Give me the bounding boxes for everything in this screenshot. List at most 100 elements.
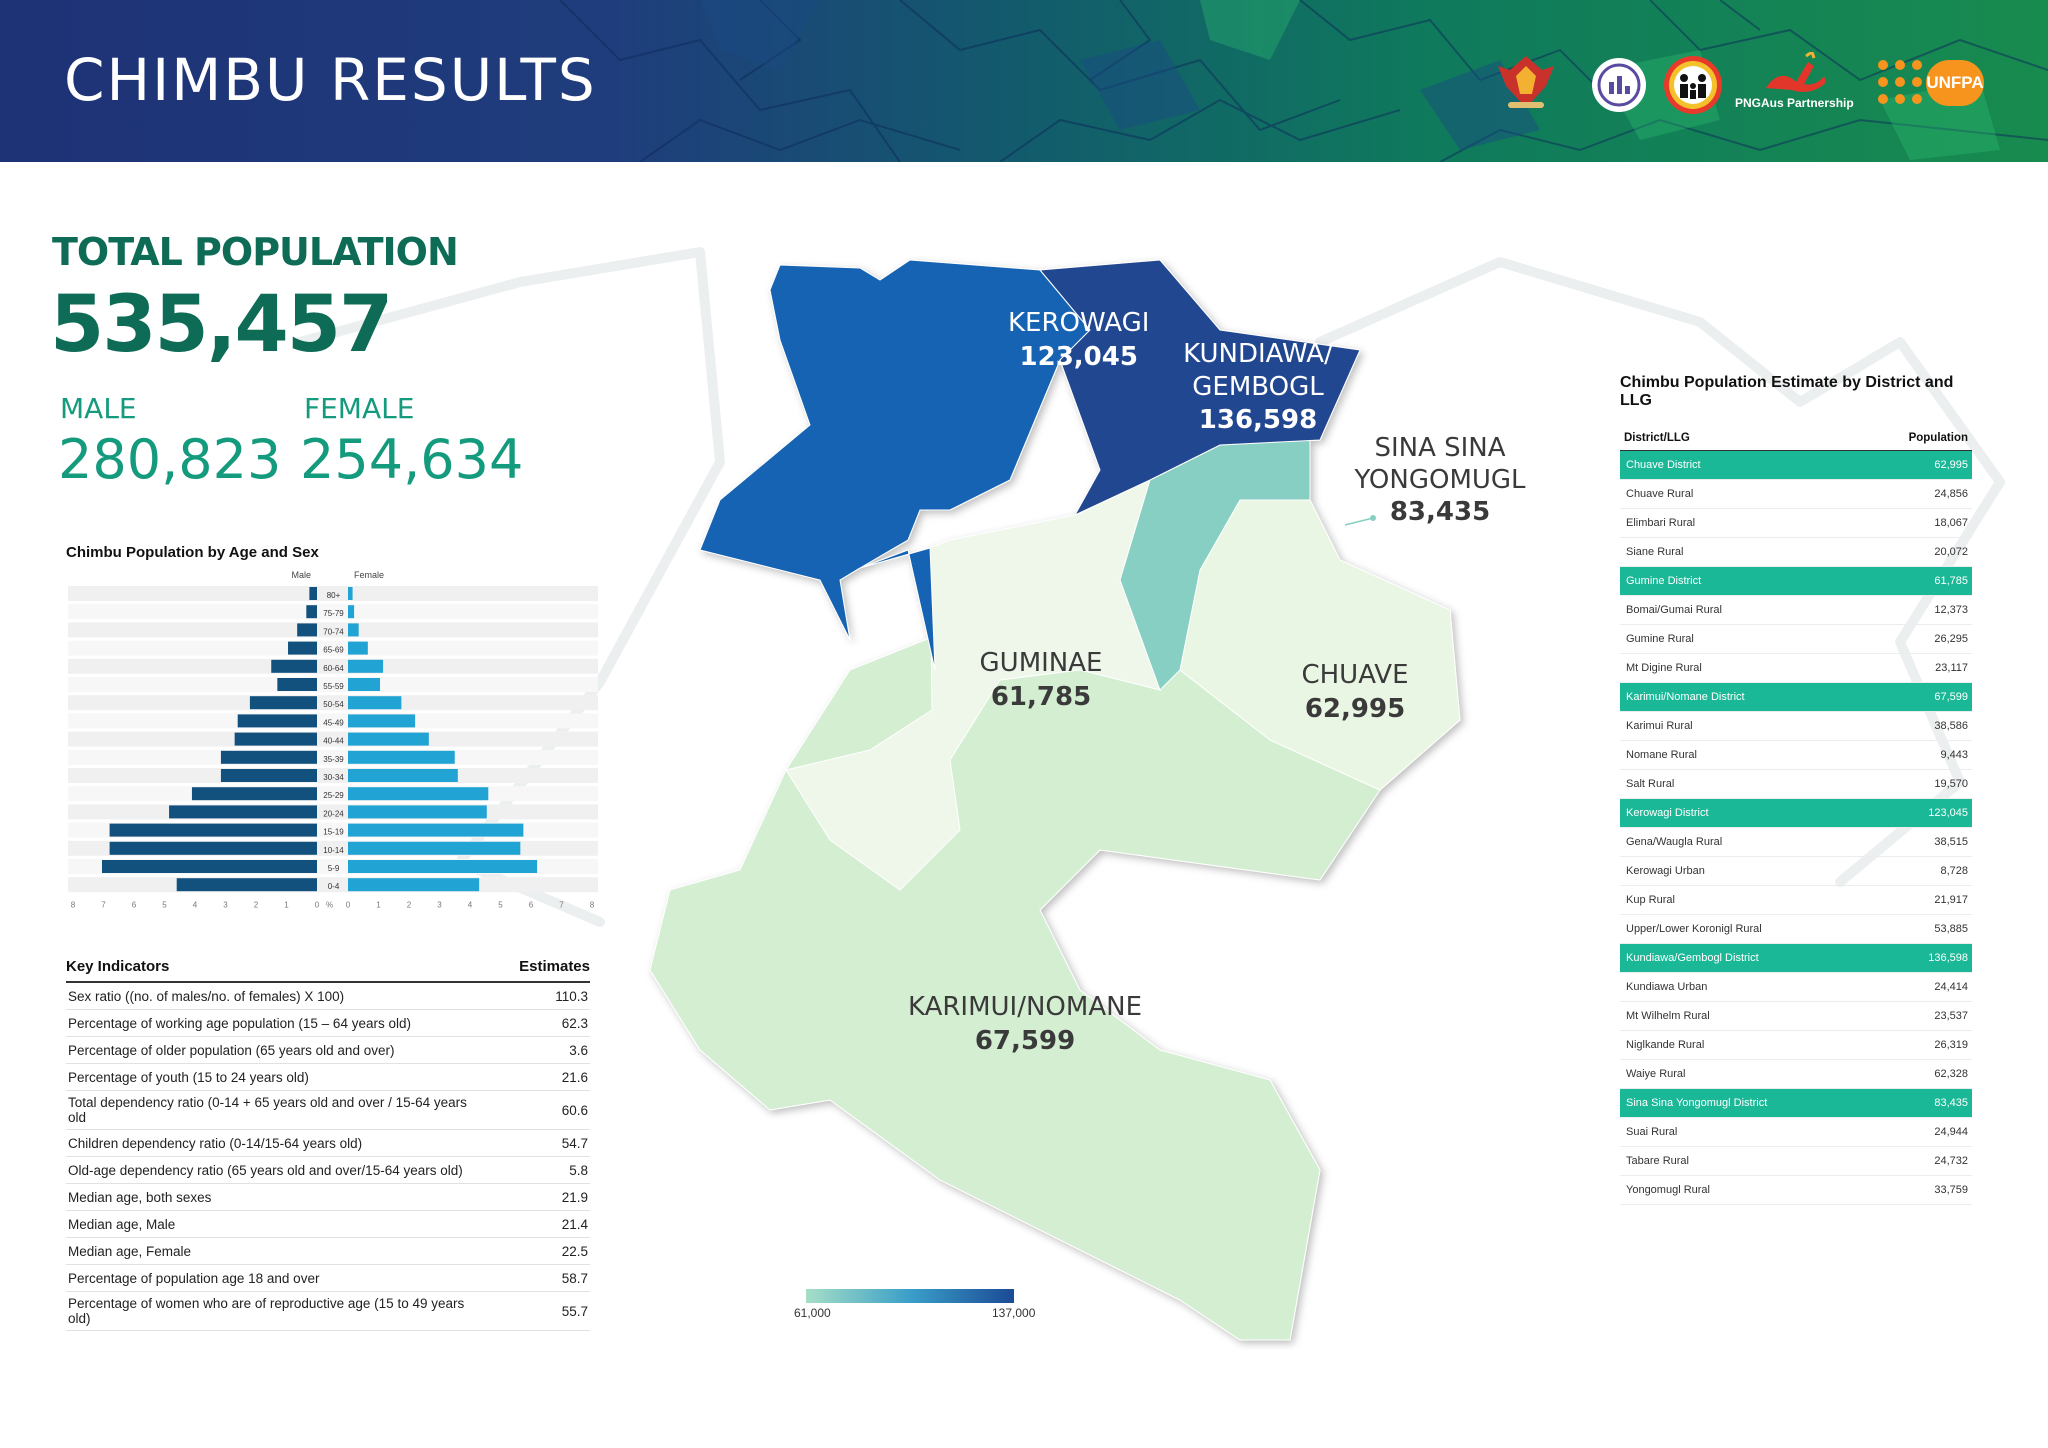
- row-name: Sina Sina Yongomugl District: [1626, 1097, 1768, 1109]
- age-group-label: 80+: [327, 591, 341, 600]
- male-bar: [309, 587, 317, 600]
- map-label-sina-sina-name-2: YONGOMUGL: [1354, 465, 1526, 495]
- age-group-label: 70-74: [323, 627, 344, 636]
- age-group-label: 65-69: [323, 646, 344, 655]
- district-row: Chuave District 62,995: [1620, 451, 1972, 480]
- indicator-label: Median age, Male: [68, 1216, 176, 1232]
- male-bar: [220, 769, 317, 782]
- x-tick-left: 5: [162, 900, 167, 909]
- row-value: 12,373: [1934, 604, 1968, 616]
- map-legend-max: 137,000: [992, 1306, 1036, 1320]
- male-bar: [191, 787, 317, 801]
- unfpa-logo: UNFPA: [1926, 60, 1984, 106]
- unfpa-dots-icon: [1878, 60, 1922, 104]
- female-bar: [348, 623, 359, 637]
- x-axis-label: %: [326, 900, 333, 909]
- indicator-value: 60.6: [561, 1102, 588, 1118]
- row-name: Kundiawa/Gembogl District: [1626, 952, 1759, 964]
- map-label-chuave-name: CHUAVE: [1301, 660, 1409, 690]
- llg-row: Gena/Waugla Rural 38,515: [1620, 828, 1972, 857]
- age-group-label: 45-49: [323, 718, 344, 727]
- row-name: Upper/Lower Koronigl Rural: [1626, 923, 1762, 935]
- map-legend-gradient: [806, 1289, 1014, 1303]
- map-label-kundiawa: KUNDIAWA/ GEMBOGL 136,598: [1168, 338, 1348, 437]
- row-value: 83,435: [1934, 1097, 1968, 1109]
- row-value: 18,067: [1934, 517, 1968, 529]
- indicator-label: Percentage of working age population (15…: [68, 1015, 411, 1031]
- row-name: Kundiawa Urban: [1626, 981, 1708, 993]
- row-value: 123,045: [1928, 807, 1968, 819]
- district-table-rows: Chuave District 62,995 Chuave Rural 24,856 E…: [1620, 451, 1972, 1205]
- total-population-label: TOTAL POPULATION: [52, 230, 459, 274]
- x-tick-right: 1: [376, 900, 381, 909]
- row-name: Chuave Rural: [1626, 488, 1694, 500]
- table-row: Percentage of population age 18 and over…: [66, 1265, 590, 1292]
- male-bar: [297, 623, 317, 637]
- llg-row: Chuave Rural 24,856: [1620, 480, 1972, 509]
- table-row: Sex ratio ((no. of males/no. of females)…: [66, 983, 590, 1010]
- x-tick-right: 4: [468, 900, 473, 909]
- male-bar: [288, 641, 317, 655]
- age-group-label: 75-79: [323, 609, 344, 618]
- llg-row: Waiye Rural 62,328: [1620, 1060, 1972, 1089]
- map-label-guminae-value: 61,785: [990, 682, 1092, 712]
- district-row: Kerowagi District 123,045: [1620, 799, 1972, 828]
- row-value: 24,856: [1934, 488, 1968, 500]
- header-banner: CHIMBU RESULTS PNGAus Partnership UNFPA: [0, 0, 2048, 162]
- table-row: Percentage of working age population (15…: [66, 1010, 590, 1037]
- indicator-label: Median age, both sexes: [68, 1189, 212, 1205]
- page-title: CHIMBU RESULTS: [64, 46, 597, 114]
- llg-row: Tabare Rural 24,732: [1620, 1147, 1972, 1176]
- pyramid-title: Chimbu Population by Age and Sex: [66, 544, 319, 561]
- llg-row: Karimui Rural 38,586: [1620, 712, 1972, 741]
- llg-row: Salt Rural 19,570: [1620, 770, 1972, 799]
- female-value: 254,634: [300, 428, 524, 491]
- llg-row: Mt Wilhelm Rural 23,537: [1620, 1002, 1972, 1031]
- indicator-value: 21.9: [561, 1189, 588, 1205]
- legend-male: Male: [291, 570, 311, 580]
- table-row: Median age, Male 21.4: [66, 1211, 590, 1238]
- x-tick-right: 5: [498, 900, 503, 909]
- row-value: 33,759: [1934, 1184, 1968, 1196]
- map-label-kundiawa-value: 136,598: [1198, 405, 1318, 435]
- pyramid-row-bg: [68, 677, 598, 692]
- table-row: Total dependency ratio (0-14 + 65 years …: [66, 1091, 590, 1130]
- llg-row: Niglkande Rural 26,319: [1620, 1031, 1972, 1060]
- pyramid-row-bg: [68, 640, 598, 656]
- age-group-label: 20-24: [323, 809, 344, 818]
- llg-row: Nomane Rural 9,443: [1620, 741, 1972, 770]
- map-label-sina-sina: SINA SINA YONGOMUGL 83,435: [1340, 432, 1540, 528]
- row-value: 8,728: [1940, 865, 1968, 877]
- female-bar: [348, 587, 353, 600]
- key-indicators-rows: Sex ratio ((no. of males/no. of females)…: [66, 983, 590, 1331]
- pyramid-row-bg: [68, 731, 598, 747]
- llg-row: Mt Digine Rural 23,117: [1620, 654, 1972, 683]
- row-value: 19,570: [1934, 778, 1968, 790]
- female-bar: [348, 714, 416, 728]
- pyramid-row-bg: [68, 713, 598, 729]
- row-name: Kerowagi Urban: [1626, 865, 1705, 877]
- row-value: 53,885: [1934, 923, 1968, 935]
- pyramid-row-bg: [68, 768, 598, 783]
- row-value: 136,598: [1928, 952, 1968, 964]
- age-group-label: 40-44: [323, 737, 344, 746]
- x-tick-right: 2: [407, 900, 412, 909]
- table-row: Children dependency ratio (0-14/15-64 ye…: [66, 1130, 590, 1157]
- male-bar: [109, 823, 317, 837]
- map-label-karimui-value: 67,599: [974, 1026, 1076, 1056]
- district-row: Kundiawa/Gembogl District 136,598: [1620, 944, 1972, 973]
- indicator-label: Total dependency ratio (0-14 + 65 years …: [68, 1095, 467, 1125]
- male-label: MALE: [60, 392, 137, 425]
- row-name: Mt Digine Rural: [1626, 662, 1702, 674]
- female-bar: [348, 750, 455, 764]
- row-name: Salt Rural: [1626, 778, 1675, 790]
- x-tick-left: 0: [315, 900, 320, 909]
- table-row: Percentage of youth (15 to 24 years old)…: [66, 1064, 590, 1091]
- age-group-label: 0-4: [328, 882, 340, 891]
- map-label-kerowagi-value: 123,045: [1019, 342, 1138, 372]
- row-value: 38,586: [1934, 720, 1968, 732]
- row-value: 26,319: [1934, 1039, 1968, 1051]
- indicator-label: Percentage of youth (15 to 24 years old): [68, 1069, 309, 1085]
- indicator-value: 55.7: [561, 1303, 588, 1319]
- female-bar: [348, 878, 480, 892]
